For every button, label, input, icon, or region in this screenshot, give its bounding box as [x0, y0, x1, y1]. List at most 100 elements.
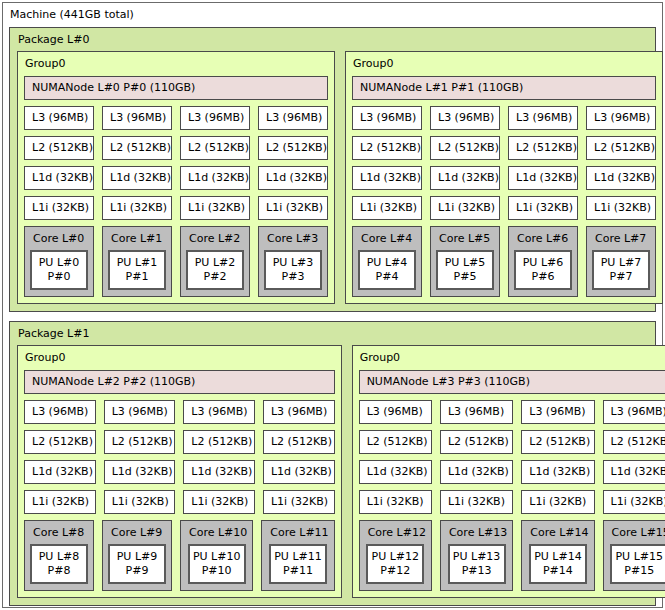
l3-cache-box: L3 (96MB) [508, 106, 578, 130]
pu-logical-label: PU L#11 [272, 550, 324, 564]
pu-box: PU L#2 P#2 [186, 250, 244, 290]
l1i-cache-box: L1i (32KB) [352, 196, 422, 220]
l1i-cache-box: L1i (32KB) [24, 490, 96, 514]
core-label: Core L#8 [33, 526, 88, 539]
pu-logical-label: PU L#10 [191, 550, 243, 564]
pu-physical-label: P#13 [451, 564, 503, 578]
pu-physical-label: P#1 [111, 270, 163, 284]
l3-cache-box: L3 (96MB) [183, 400, 255, 424]
l1i-cache-box: L1i (32KB) [430, 196, 500, 220]
core-label: Core L#6 [517, 232, 572, 245]
l1d-cache-box: L1d (32KB) [586, 166, 656, 190]
pu-box: PU L#5 P#5 [436, 250, 494, 290]
l1d-cache-box: L1d (32KB) [440, 460, 513, 484]
l2-cache-box: L2 (512KB) [104, 430, 176, 454]
l3-cache-box: L3 (96MB) [359, 400, 432, 424]
l1d-cache-box: L1d (32KB) [180, 166, 250, 190]
l1d-cache-box: L1d (32KB) [359, 460, 432, 484]
l3-row: L3 (96MB) L3 (96MB) L3 (96MB) L3 (96MB) [359, 400, 665, 424]
group-label: Group0 [353, 57, 656, 70]
l3-cache-box: L3 (96MB) [603, 400, 665, 424]
l3-row: L3 (96MB) L3 (96MB) L3 (96MB) L3 (96MB) [24, 106, 328, 130]
l1i-row: L1i (32KB) L1i (32KB) L1i (32KB) L1i (32… [359, 490, 665, 514]
group-box-1-1: Group0 NUMANode L#3 P#3 (110GB) L3 (96MB… [352, 345, 665, 598]
l1d-cache-box: L1d (32KB) [24, 460, 96, 484]
l1d-cache-box: L1d (32KB) [183, 460, 255, 484]
l3-row: L3 (96MB) L3 (96MB) L3 (96MB) L3 (96MB) [352, 106, 656, 130]
pu-box: PU L#7 P#7 [592, 250, 650, 290]
pu-physical-label: P#11 [272, 564, 324, 578]
l2-cache-box: L2 (512KB) [603, 430, 665, 454]
pu-logical-label: PU L#4 [361, 256, 413, 270]
package-box-1: Package L#1 Group0 NUMANode L#2 P#2 (110… [9, 321, 656, 606]
machine-label: Machine (441GB total) [10, 8, 656, 21]
l3-row: L3 (96MB) L3 (96MB) L3 (96MB) L3 (96MB) [24, 400, 335, 424]
core-label: Core L#11 [270, 526, 328, 539]
pu-box: PU L#1 P#1 [108, 250, 166, 290]
pu-box: PU L#10 P#10 [188, 544, 246, 584]
core-box: Core L#4 PU L#4 P#4 [352, 226, 422, 297]
pu-physical-label: P#5 [439, 270, 491, 284]
core-box: Core L#15 PU L#15 P#15 [603, 520, 665, 591]
l1d-row: L1d (32KB) L1d (32KB) L1d (32KB) L1d (32… [359, 460, 665, 484]
l1i-cache-box: L1i (32KB) [104, 490, 176, 514]
l1i-cache-box: L1i (32KB) [24, 196, 94, 220]
l3-cache-box: L3 (96MB) [521, 400, 594, 424]
core-box: Core L#1 PU L#1 P#1 [102, 226, 172, 297]
l1d-cache-box: L1d (32KB) [521, 460, 594, 484]
group-box-0-1: Group0 NUMANode L#1 P#1 (110GB) L3 (96MB… [345, 51, 663, 304]
pu-logical-label: PU L#14 [532, 550, 584, 564]
pu-box: PU L#13 P#13 [448, 544, 506, 584]
pu-logical-label: PU L#9 [111, 550, 163, 564]
pu-box: PU L#14 P#14 [529, 544, 587, 584]
l2-cache-box: L2 (512KB) [508, 136, 578, 160]
core-box: Core L#9 PU L#9 P#9 [102, 520, 172, 591]
l1i-cache-box: L1i (32KB) [180, 196, 250, 220]
pu-logical-label: PU L#2 [189, 256, 241, 270]
l1d-cache-box: L1d (32KB) [430, 166, 500, 190]
core-label: Core L#1 [111, 232, 166, 245]
l3-cache-box: L3 (96MB) [440, 400, 513, 424]
l1i-cache-box: L1i (32KB) [440, 490, 513, 514]
l1i-row: L1i (32KB) L1i (32KB) L1i (32KB) L1i (32… [352, 196, 656, 220]
l1i-cache-box: L1i (32KB) [359, 490, 432, 514]
l1d-cache-box: L1d (32KB) [603, 460, 665, 484]
pu-logical-label: PU L#0 [33, 256, 85, 270]
core-box: Core L#8 PU L#8 P#8 [24, 520, 94, 591]
core-label: Core L#3 [267, 232, 322, 245]
l2-cache-box: L2 (512KB) [258, 136, 328, 160]
l2-cache-box: L2 (512KB) [183, 430, 255, 454]
l1i-cache-box: L1i (32KB) [258, 196, 328, 220]
l2-row: L2 (512KB) L2 (512KB) L2 (512KB) L2 (512… [359, 430, 665, 454]
l3-cache-box: L3 (96MB) [24, 400, 96, 424]
pu-logical-label: PU L#15 [613, 550, 665, 564]
l2-cache-box: L2 (512KB) [586, 136, 656, 160]
core-box: Core L#2 PU L#2 P#2 [180, 226, 250, 297]
l2-cache-box: L2 (512KB) [430, 136, 500, 160]
l3-cache-box: L3 (96MB) [102, 106, 172, 130]
group-box-0-0: Group0 NUMANode L#0 P#0 (110GB) L3 (96MB… [17, 51, 335, 304]
l1i-cache-box: L1i (32KB) [586, 196, 656, 220]
core-label: Core L#7 [595, 232, 650, 245]
core-box: Core L#3 PU L#3 P#3 [258, 226, 328, 297]
l1d-cache-box: L1d (32KB) [508, 166, 578, 190]
l1i-cache-box: L1i (32KB) [603, 490, 665, 514]
l2-row: L2 (512KB) L2 (512KB) L2 (512KB) L2 (512… [24, 136, 328, 160]
pu-physical-label: P#15 [613, 564, 665, 578]
core-box: Core L#14 PU L#14 P#14 [521, 520, 594, 591]
core-label: Core L#2 [189, 232, 244, 245]
package-1-groups: Group0 NUMANode L#2 P#2 (110GB) L3 (96MB… [17, 345, 648, 598]
pu-physical-label: P#4 [361, 270, 413, 284]
pu-box: PU L#15 P#15 [610, 544, 665, 584]
l2-cache-box: L2 (512KB) [352, 136, 422, 160]
l2-row: L2 (512KB) L2 (512KB) L2 (512KB) L2 (512… [24, 430, 335, 454]
l1d-cache-box: L1d (32KB) [352, 166, 422, 190]
pu-physical-label: P#10 [191, 564, 243, 578]
core-box: Core L#6 PU L#6 P#6 [508, 226, 578, 297]
core-row: Core L#12 PU L#12 P#12 Core L#13 PU L#13… [359, 520, 665, 591]
l2-cache-box: L2 (512KB) [521, 430, 594, 454]
pu-box: PU L#8 P#8 [30, 544, 88, 584]
core-box: Core L#10 PU L#10 P#10 [180, 520, 253, 591]
core-label: Core L#15 [612, 526, 665, 539]
package-label: Package L#1 [18, 327, 648, 340]
